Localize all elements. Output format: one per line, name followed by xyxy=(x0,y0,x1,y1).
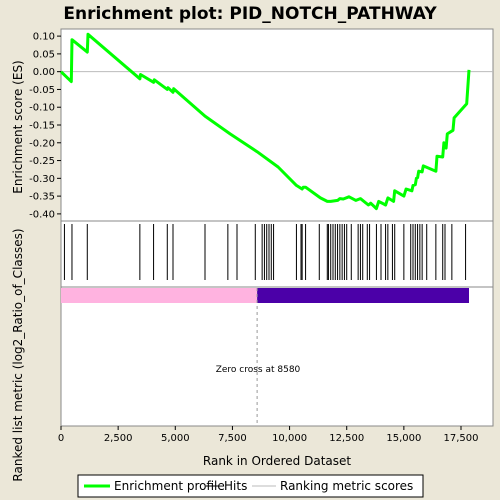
metric-region-negative xyxy=(257,288,469,303)
es-plot-panel xyxy=(60,28,494,222)
x-tick-label: 0 xyxy=(58,433,64,444)
es-y-tick-label: -0.30 xyxy=(29,174,55,185)
x-tick-label: 17,500 xyxy=(444,433,479,444)
legend-label-enrichment-profile: Enrichment profile xyxy=(114,479,225,493)
x-axis-title: Rank in Ordered Dataset xyxy=(203,454,351,468)
hit-markers xyxy=(63,224,467,280)
metric-region-positive xyxy=(61,288,258,303)
es-y-tick-label: -0.15 xyxy=(29,121,55,132)
x-tick-label: 10,000 xyxy=(272,433,307,444)
x-tick-label: 7,500 xyxy=(218,433,247,444)
ranking-metric-regions xyxy=(61,288,469,303)
es-y-tick-label: -0.05 xyxy=(29,85,55,96)
legend-label-ranking-metric: Ranking metric scores xyxy=(280,479,413,493)
metric-panel xyxy=(60,286,494,427)
enrichment-profile-layer xyxy=(59,32,471,211)
es-y-tick-label: 0.10 xyxy=(33,32,55,43)
es-y-tick-label: -0.35 xyxy=(29,192,55,203)
es-y-tick-label: 0.05 xyxy=(33,49,55,60)
enrichment-profile-line xyxy=(59,32,471,211)
hits-panel xyxy=(60,220,494,288)
x-tick-label: 15,000 xyxy=(386,433,421,444)
es-y-tick-label: 0.00 xyxy=(33,67,55,78)
chart-title: Enrichment plot: PID_NOTCH_PATHWAY xyxy=(63,4,437,24)
es-y-tick-label: -0.25 xyxy=(29,156,55,167)
x-tick-label: 5,000 xyxy=(161,433,190,444)
es-y-tick-label: -0.10 xyxy=(29,103,55,114)
metric-y-axis-title: Ranked list metric (log2_Ratio_of_Classe… xyxy=(11,228,25,481)
zero-cross-label: Zero cross at 8580 xyxy=(216,365,301,375)
rank-x-axis: 0 2,500 5,000 7,500 10,000 12,500 15,000 17,500 xyxy=(58,426,479,444)
es-y-tick-label: -0.20 xyxy=(29,138,55,149)
es-y-axis-title: Enrichment score (ES) xyxy=(11,60,25,193)
legend-label-hits: Hits xyxy=(224,479,247,493)
chart-legend: Enrichment profile Hits Ranking metric s… xyxy=(77,474,424,498)
legend-box xyxy=(77,474,424,498)
x-tick-label: 2,500 xyxy=(104,433,133,444)
es-y-tick-label: -0.40 xyxy=(29,209,55,220)
x-tick-label: 12,500 xyxy=(329,433,364,444)
